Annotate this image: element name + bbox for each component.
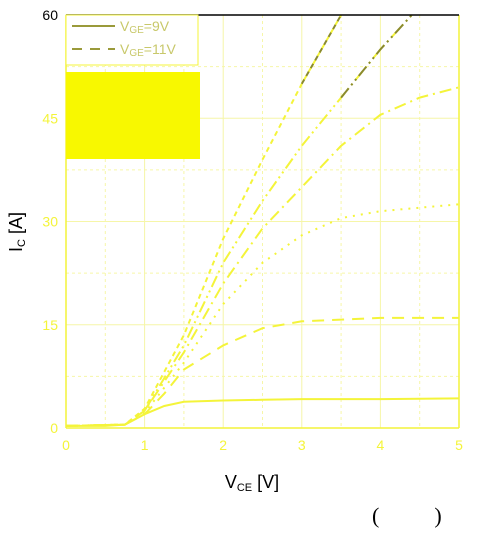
series-line-3: [65, 203, 460, 427]
x-tick-label: 2: [219, 437, 227, 453]
x-tick-label: 1: [141, 437, 149, 453]
x-tick-label: 5: [455, 437, 463, 453]
y-tick-label: 30: [42, 214, 58, 230]
series-line-5-top: [340, 14, 413, 99]
series-line-4: [65, 86, 460, 427]
legend-box: [65, 14, 199, 66]
y-tick-label: 0: [50, 420, 58, 436]
y-tick-label: 15: [42, 317, 58, 333]
x-axis-label: VCE [V]: [225, 472, 279, 494]
curve-layer: [65, 14, 460, 427]
y-axis-label: IC [A]: [6, 212, 28, 252]
series-line-2: [65, 316, 459, 427]
y-tick-label: 45: [42, 110, 58, 126]
legend-patch: [66, 72, 200, 159]
x-tick-label: 0: [62, 437, 70, 453]
legend: VGE=9V VGE=11V: [65, 14, 200, 159]
x-tick-label: 4: [377, 437, 385, 453]
legend-label-vge11: VGE=11V: [120, 41, 177, 59]
legend-label-vge9: VGE=9V: [120, 18, 170, 36]
y-tick-label: 60: [42, 7, 58, 23]
x-tick-label: 3: [298, 437, 306, 453]
answer-blank: ( ): [372, 503, 442, 528]
series-line-6-top: [300, 14, 342, 85]
